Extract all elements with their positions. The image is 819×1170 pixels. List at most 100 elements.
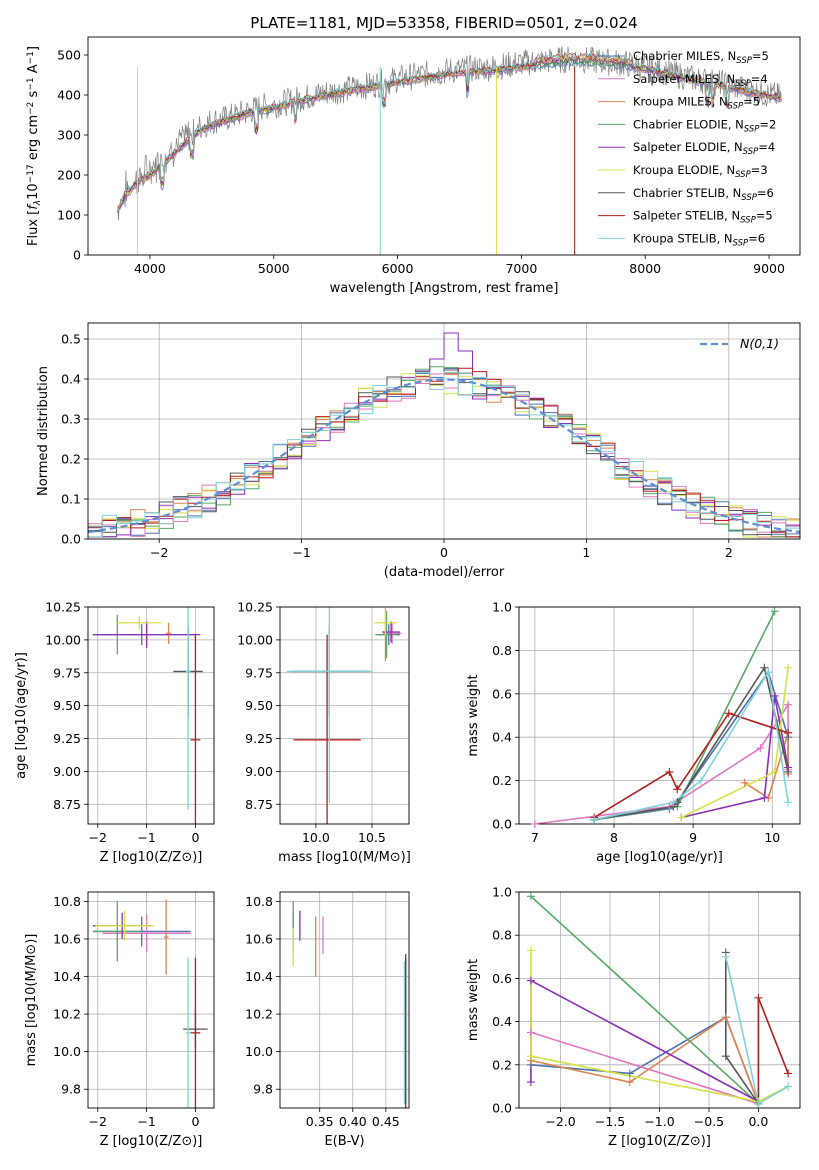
x-axis-label: Z [log10(Z/Z⊙)] xyxy=(100,850,203,865)
y-axis-label: Flux [fλ10−17 erg cm−2 s−1 A−1] xyxy=(26,46,43,246)
y-tick-label: 9.8 xyxy=(61,1082,81,1097)
y-tick-label: 8.75 xyxy=(53,797,81,812)
y-tick-label: 9.50 xyxy=(245,698,273,713)
y-axis-label: Normed distribution xyxy=(36,366,51,496)
legend-label: Chabrier ELODIE, NSSP=2 xyxy=(633,117,776,134)
x-tick-label: 0.45 xyxy=(372,1114,400,1129)
plot-area-mass-vs-Z xyxy=(92,899,208,1108)
series-marker xyxy=(721,1052,730,1061)
series-marker xyxy=(784,663,793,672)
x-tick-label: 0.40 xyxy=(339,1114,367,1129)
x-tick-label: 7 xyxy=(531,830,539,845)
series-marker xyxy=(721,952,730,961)
plot-area-mass-vs-ebv xyxy=(292,901,407,1108)
x-tick-label: 10 xyxy=(764,830,780,845)
series-marker xyxy=(784,767,793,776)
series-marker xyxy=(770,607,779,616)
y-tick-label: 9.25 xyxy=(245,731,273,746)
model-spectrum-line xyxy=(117,52,782,212)
series-marker xyxy=(784,798,793,807)
axes-frame xyxy=(87,36,801,256)
x-axis-label: (data-model)/error xyxy=(384,565,505,580)
panel-mass-vs-ebv: 0.35 0.40 0.45 9.8 10.0 10.2 10.4 10.6 10.8 E(B-V… xyxy=(245,891,410,1149)
y-tick-label: 10.4 xyxy=(53,969,81,984)
series-marker xyxy=(754,1099,763,1108)
y-tick-label: 8.75 xyxy=(245,797,273,812)
histogram-step xyxy=(88,332,800,538)
series-marker xyxy=(756,744,765,753)
x-axis-label: age [log10(age/yr)] xyxy=(596,850,723,865)
series-marker xyxy=(784,1082,793,1091)
series-marker xyxy=(764,668,773,677)
panel-age-vs-Z: −2 −1 0 8.75 9.00 9.25 9.50 9.75 10.00 10.25 Z [lo… xyxy=(14,600,215,865)
x-axis-label: E(B-V) xyxy=(324,1134,364,1149)
y-tick-label: 1.0 xyxy=(492,885,512,900)
y-tick-label: 9.00 xyxy=(53,764,81,779)
x-tick-label: −0.5 xyxy=(694,1114,724,1129)
series-line xyxy=(530,1031,759,1105)
x-tick-label: −1 xyxy=(137,1114,155,1129)
series-marker xyxy=(673,785,682,794)
y-tick-label: 9.50 xyxy=(53,698,81,713)
axes-frame xyxy=(279,606,410,825)
legend-label: Kroupa STELIB, NSSP=6 xyxy=(633,231,765,248)
x-tick-label: 0 xyxy=(191,1114,199,1129)
y-tick-label: 10.2 xyxy=(53,1007,81,1022)
y-tick-label: 9.8 xyxy=(253,1082,273,1097)
x-tick-label: 6000 xyxy=(382,261,414,276)
series-marker xyxy=(760,793,769,802)
series-marker xyxy=(669,798,678,807)
axes-frame xyxy=(518,891,801,1109)
series-marker xyxy=(724,709,733,718)
series-marker xyxy=(530,820,539,828)
y-tick-label: 10.8 xyxy=(53,894,81,909)
x-tick-label: 8000 xyxy=(629,261,661,276)
series-marker xyxy=(625,1069,634,1078)
series-line xyxy=(530,1016,760,1104)
series-marker xyxy=(740,778,749,787)
series-line xyxy=(744,732,789,800)
y-tick-label: 0.8 xyxy=(492,643,512,658)
y-tick-label: 400 xyxy=(57,88,81,103)
y-tick-label: 0.4 xyxy=(492,730,512,745)
x-tick-label: 0.0 xyxy=(748,1114,768,1129)
x-tick-label: 9 xyxy=(689,830,697,845)
series-marker xyxy=(526,1028,535,1037)
y-tick-label: 0.4 xyxy=(61,372,81,387)
axes-frame xyxy=(279,891,410,1109)
legend-label: Salpeter ELODIE, NSSP=4 xyxy=(633,140,775,157)
y-tick-label: 0.3 xyxy=(61,412,81,427)
x-tick-label: 9000 xyxy=(753,261,785,276)
axes-frame xyxy=(518,606,801,825)
series-marker xyxy=(784,728,793,737)
y-tick-label: 0.2 xyxy=(492,773,512,788)
x-axis-label: Z [log10(Z/Z⊙)] xyxy=(100,1134,203,1149)
axes-frame xyxy=(87,322,801,540)
legend-label: Kroupa MILES, NSSP=5 xyxy=(633,95,760,112)
series-marker xyxy=(665,767,674,776)
figure-title: PLATE=1181, MJD=53358, FIBERID=0501, z=0… xyxy=(250,14,637,32)
y-tick-label: 0.4 xyxy=(492,1014,512,1029)
y-axis-label: mass weight xyxy=(466,674,481,756)
x-tick-label: 5000 xyxy=(258,261,290,276)
y-tick-label: 10.8 xyxy=(245,894,273,909)
axes-frame xyxy=(87,891,215,1109)
x-tick-label: −2.0 xyxy=(545,1114,575,1129)
plot-area-spectrum xyxy=(117,46,782,255)
y-axis-label: age [log10(age/yr)] xyxy=(14,652,29,779)
panel-spectrum: 4000 5000 6000 7000 8000 9000 0 100 200 300 400 500… xyxy=(26,36,801,296)
y-axis-label: mass weight xyxy=(466,959,481,1041)
y-tick-label: 10.4 xyxy=(245,969,273,984)
plot-area-residuals xyxy=(88,332,800,538)
legend-label: Chabrier MILES, NSSP=5 xyxy=(633,49,769,66)
legend-label: Kroupa ELODIE, NSSP=3 xyxy=(633,163,768,180)
model-spectrum-line xyxy=(117,55,782,213)
y-tick-label: 300 xyxy=(57,128,81,143)
legend-label: Salpeter MILES, NSSP=4 xyxy=(633,72,768,89)
y-tick-label: 0 xyxy=(73,248,81,263)
x-tick-label: 10.5 xyxy=(358,830,386,845)
series-marker xyxy=(760,663,769,672)
series-marker xyxy=(784,700,793,709)
series-line xyxy=(530,950,789,1103)
